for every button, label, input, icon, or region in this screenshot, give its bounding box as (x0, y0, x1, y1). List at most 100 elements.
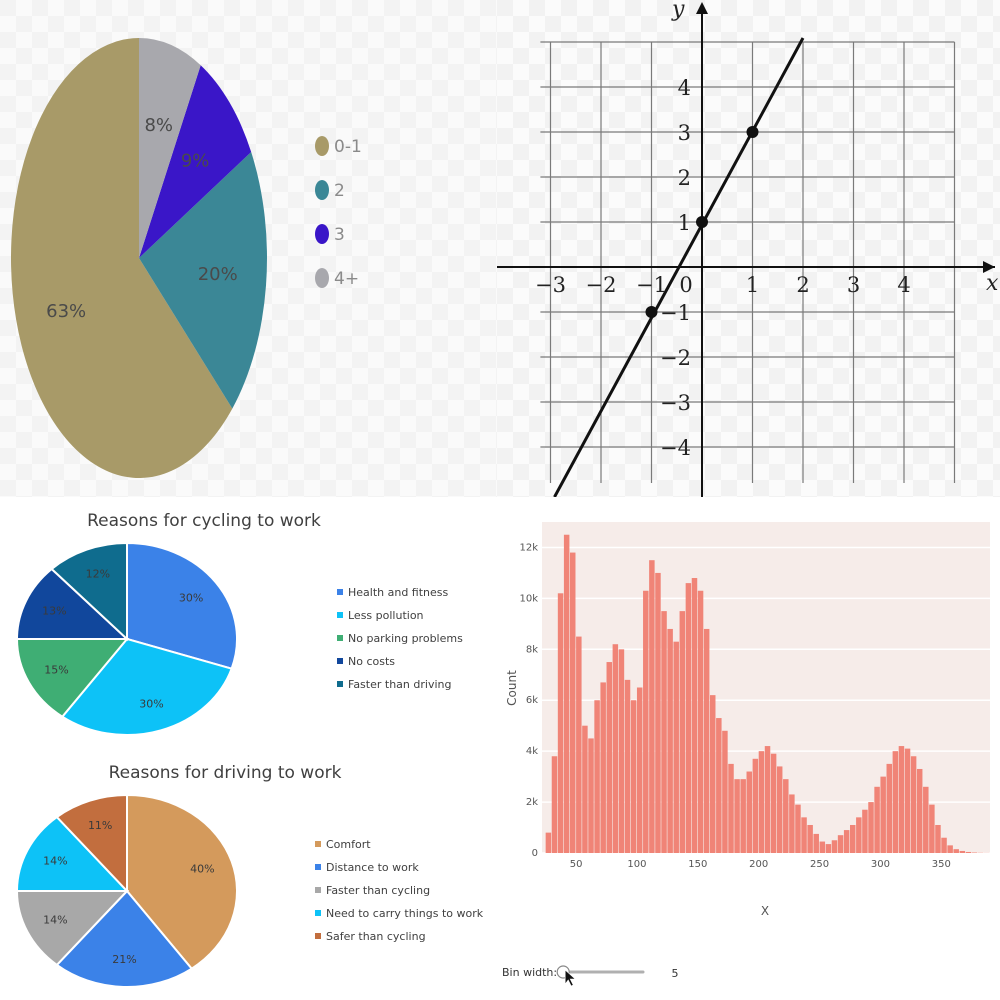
histogram-bar (649, 560, 655, 853)
bg-checker-cell (288, 128, 304, 144)
bg-checker-cell (432, 432, 448, 448)
bg-checker-cell (865, 208, 881, 224)
legend-swatch-faster-than-cycling (315, 887, 321, 893)
y-tick-label: −3 (660, 391, 691, 415)
bg-checker-cell (480, 224, 496, 240)
bg-checker-cell (497, 480, 513, 496)
bg-checker-cell (657, 0, 673, 16)
bg-checker-cell (160, 0, 176, 16)
bg-checker-cell (577, 112, 593, 128)
legend-label-faster-than-cycling: Faster than cycling (326, 884, 430, 897)
bg-checker-cell (769, 400, 785, 416)
bg-checker-cell (657, 480, 673, 496)
pie-label-3: 9% (181, 151, 210, 172)
bg-checker-cell (865, 432, 881, 448)
pie-label-comfort: 40% (190, 863, 214, 876)
bg-checker-cell (577, 48, 593, 64)
bg-checker-cell (657, 160, 673, 176)
bg-checker-cell (657, 128, 673, 144)
bg-checker-cell (416, 448, 432, 464)
histogram-bar (734, 779, 740, 853)
bg-checker-cell (705, 16, 721, 32)
bg-checker-cell (400, 368, 416, 384)
histogram-bar (679, 611, 686, 853)
bg-checker-cell (416, 480, 432, 496)
bg-checker-cell (497, 288, 513, 304)
histogram-bar (545, 832, 552, 853)
pie-label-less-pollution: 30% (139, 698, 163, 711)
bg-checker-cell (721, 192, 737, 208)
bg-checker-cell (929, 432, 945, 448)
bg-checker-cell (609, 400, 625, 416)
bg-checker-cell (865, 80, 881, 96)
bg-checker-cell (769, 144, 785, 160)
bg-checker-cell (673, 496, 689, 497)
bg-checker-cell (609, 144, 625, 160)
x-tick-label: 50 (570, 859, 583, 870)
bg-checker-cell (176, 496, 192, 497)
bg-checker-cell (833, 496, 849, 497)
bg-checker-cell (673, 336, 689, 352)
bg-checker-cell (673, 16, 689, 32)
chart-title: Reasons for driving to work (109, 763, 342, 783)
histogram-bar (576, 636, 582, 853)
bg-checker-cell (304, 464, 320, 480)
bg-checker-cell (881, 32, 897, 48)
bg-checker-cell (288, 288, 304, 304)
bg-checker-cell (208, 496, 224, 497)
bg-checker-cell (400, 80, 416, 96)
bg-checker-cell (352, 384, 368, 400)
bin-width-value[interactable]: 5 (672, 967, 679, 980)
bg-checker-cell (961, 400, 977, 416)
bg-checker-cell (497, 64, 513, 80)
bg-checker-cell (785, 480, 801, 496)
bg-checker-cell (192, 32, 208, 48)
bg-checker-cell (336, 368, 352, 384)
bg-checker-cell (833, 16, 849, 32)
bg-checker-cell (400, 16, 416, 32)
histogram-bar (868, 802, 874, 853)
bg-checker-cell (545, 496, 561, 497)
bg-checker-cell (961, 16, 977, 32)
bg-checker-cell (384, 352, 400, 368)
bg-checker-cell (368, 144, 384, 160)
bg-checker-cell (16, 48, 32, 64)
bg-checker-cell (817, 448, 833, 464)
histogram-bar (916, 768, 923, 853)
bg-checker-cell (769, 272, 785, 288)
bg-checker-cell (432, 208, 448, 224)
bg-checker-cell (945, 288, 961, 304)
bg-checker-cell (945, 480, 961, 496)
bg-checker-cell (480, 192, 496, 208)
histogram-bar (862, 809, 868, 853)
legend-swatch-comfort (315, 841, 321, 847)
bg-checker-cell (913, 480, 929, 496)
bg-checker-cell (545, 272, 561, 288)
data-point (696, 216, 708, 228)
histogram-bar (551, 756, 558, 853)
bg-checker-cell (753, 448, 769, 464)
bg-checker-cell (833, 80, 849, 96)
bg-checker-cell (16, 496, 32, 497)
y-tick-label: −4 (660, 436, 691, 460)
bg-checker-cell (961, 336, 977, 352)
bg-checker-cell (897, 176, 913, 192)
bg-checker-cell (657, 448, 673, 464)
bg-checker-cell (352, 96, 368, 112)
bg-checker-cell (496, 16, 497, 32)
bg-checker-cell (272, 432, 288, 448)
bg-checker-cell (336, 496, 352, 497)
bg-checker-cell (400, 304, 416, 320)
histogram-bar (807, 824, 813, 853)
bg-checker-cell (577, 208, 593, 224)
bg-checker-cell (833, 176, 849, 192)
histogram-bar (953, 849, 959, 853)
bg-checker-cell (336, 80, 352, 96)
bg-checker-cell (961, 80, 977, 96)
bg-checker-cell (513, 16, 529, 32)
pie-label-safer-than-cycling: 11% (88, 819, 112, 832)
histogram-bar (886, 763, 893, 853)
bg-checker-cell (737, 336, 753, 352)
bg-checker-cell (513, 240, 529, 256)
bg-checker-cell (48, 496, 64, 497)
